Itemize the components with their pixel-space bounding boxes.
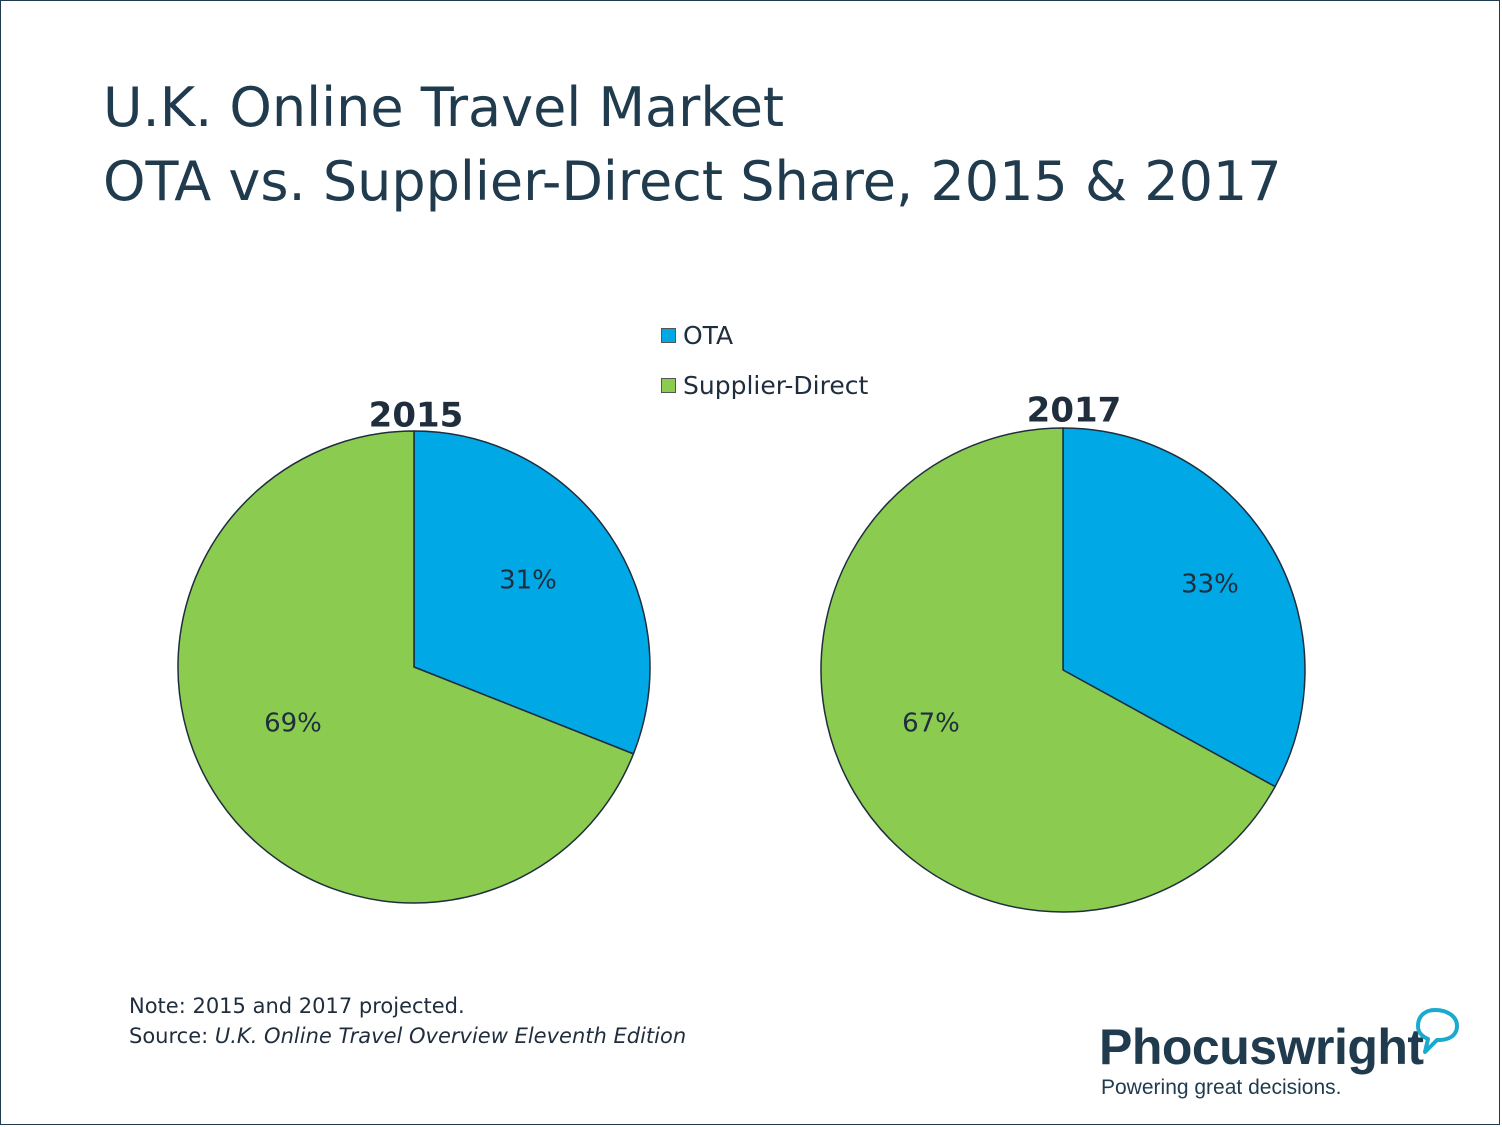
source-prefix: Source: bbox=[129, 1024, 215, 1048]
data-label-2017-supplier-direct: 67% bbox=[902, 709, 960, 739]
data-label-2015-ota: 31% bbox=[499, 566, 557, 596]
source-text: Source: U.K. Online Travel Overview Elev… bbox=[129, 1021, 686, 1051]
title-line-1: U.K. Online Travel Market bbox=[103, 76, 785, 139]
legend-item-supplier-direct: Supplier-Direct bbox=[661, 369, 868, 401]
title-line-2: OTA vs. Supplier-Direct Share, 2015 & 20… bbox=[103, 150, 1282, 213]
pie-chart-2015: 31% 69% 2015 bbox=[177, 396, 651, 904]
legend-label-ota: OTA bbox=[683, 320, 734, 350]
source-title: U.K. Online Travel Overview Eleventh Edi… bbox=[214, 1024, 687, 1048]
pie-slice-2015-supplier-direct bbox=[177, 430, 635, 904]
note-text: Note: 2015 and 2017 projected. bbox=[129, 994, 465, 1018]
pie-chart-2017: 33% 67% 2017 bbox=[820, 391, 1306, 913]
legend: OTA Supplier-Direct bbox=[661, 319, 868, 419]
page-title: U.K. Online Travel Market OTA vs. Suppli… bbox=[103, 71, 1282, 219]
chart-title-2015: 2015 bbox=[369, 396, 464, 436]
logo-tagline: Powering great decisions. bbox=[1101, 1076, 1342, 1099]
data-label-2015-supplier-direct: 69% bbox=[264, 709, 322, 739]
legend-item-ota: OTA bbox=[661, 319, 868, 351]
footnote: Note: 2015 and 2017 projected. Source: U… bbox=[129, 991, 686, 1051]
chart-title-2017: 2017 bbox=[1027, 391, 1122, 431]
legend-swatch-ota bbox=[661, 327, 676, 343]
pie-slice-2017-ota bbox=[1062, 427, 1306, 788]
phocuswright-logo: Phocuswright Powering great decisions. bbox=[1099, 1004, 1479, 1114]
speech-bubble-icon bbox=[1416, 1008, 1459, 1054]
data-label-2017-ota: 33% bbox=[1181, 570, 1239, 600]
logo-wordmark: Phocuswright bbox=[1099, 1019, 1424, 1075]
pie-slice-2015-ota bbox=[413, 430, 651, 755]
legend-swatch-supplier-direct bbox=[661, 377, 676, 393]
pie-slice-2017-supplier-direct bbox=[820, 427, 1276, 913]
legend-label-supplier-direct: Supplier-Direct bbox=[683, 370, 869, 400]
